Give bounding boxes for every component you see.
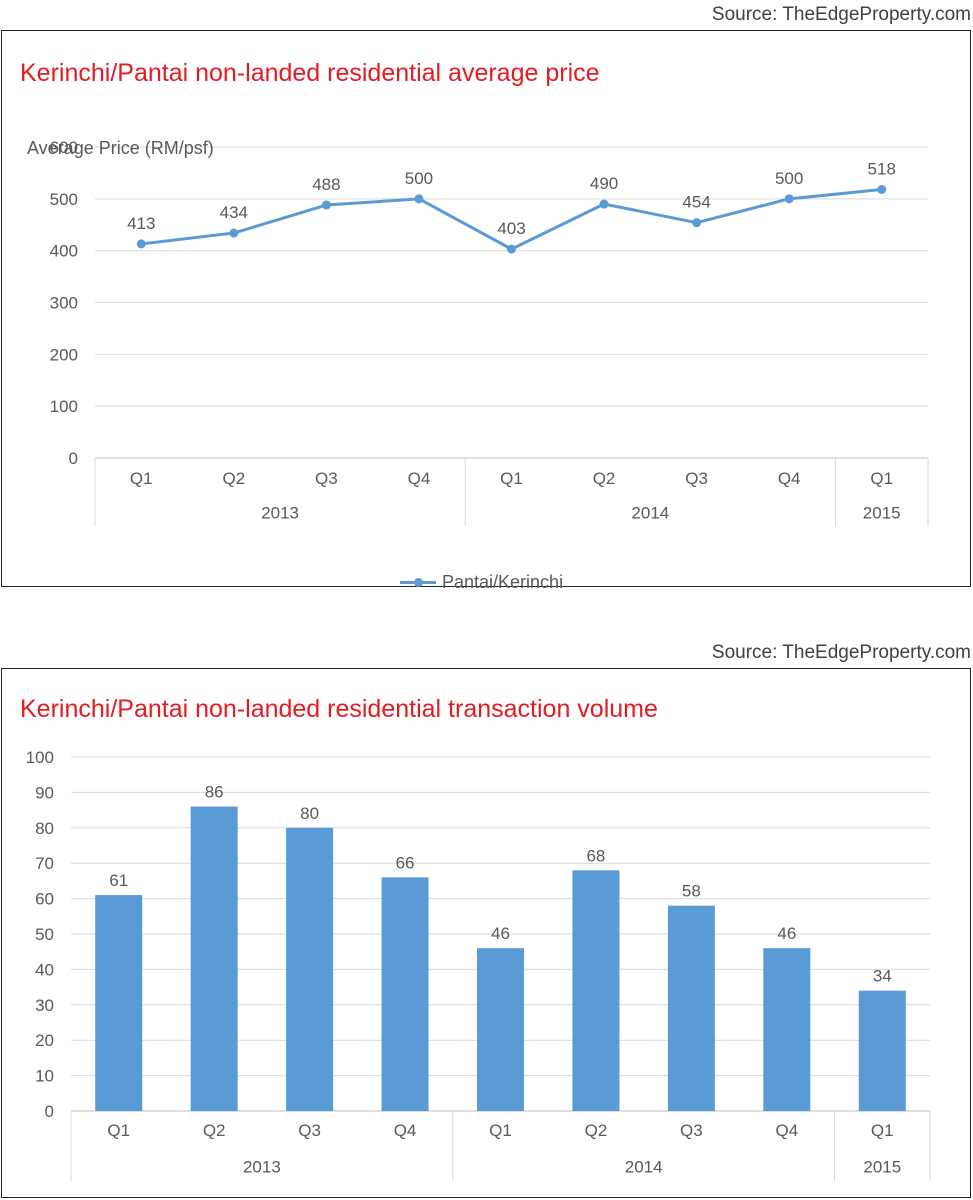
bar (572, 870, 620, 1111)
x-tick-label: Q4 (775, 1121, 798, 1140)
data-point-marker (414, 194, 424, 204)
volume-chart-title: Kerinchi/Pantai non-landed residential t… (20, 695, 658, 723)
y-tick-label: 40 (35, 960, 54, 979)
x-tick-label: Q1 (870, 469, 893, 488)
data-point-marker (136, 239, 146, 249)
price-y-axis-title: Average Price (RM/psf) (27, 138, 214, 158)
x-tick-label: Q2 (593, 469, 616, 488)
data-label: 488 (312, 175, 340, 194)
data-label: 518 (868, 160, 896, 179)
bar (477, 948, 524, 1111)
price-chart-title: Kerinchi/Pantai non-landed residential a… (20, 59, 600, 87)
data-label: 413 (127, 214, 155, 233)
y-tick-label: 70 (35, 854, 54, 873)
data-point-marker (321, 200, 331, 210)
data-point-marker (784, 194, 794, 204)
data-point-marker (507, 244, 516, 254)
data-label: 46 (777, 924, 796, 943)
x-tick-label: Q1 (130, 469, 153, 488)
x-tick-label: Q1 (489, 1121, 512, 1140)
y-tick-label: 60 (35, 890, 54, 909)
data-label: 403 (497, 219, 525, 238)
x-tick-label: Q1 (500, 469, 523, 488)
price-line-chart: 0 100 200 300 400 500 600 Q1 Q2 Q3 Q4 Q1 Q2 Q3 Q4 Q1 201… (50, 138, 929, 526)
y-tick-label: 500 (50, 190, 78, 209)
data-label: 34 (873, 967, 892, 986)
x-tick-label: Q1 (871, 1121, 894, 1140)
y-tick-label: 20 (35, 1031, 54, 1050)
x-tick-label: Q2 (222, 469, 245, 488)
bar (381, 877, 429, 1111)
x-group-label: 2013 (261, 504, 299, 523)
x-tick-label: Q2 (203, 1121, 226, 1140)
x-tick-label: Q3 (685, 469, 708, 488)
bar (95, 895, 143, 1111)
price-chart-panel: 0 100 200 300 400 500 600 Q1 Q2 Q3 Q4 Q1 Q2 Q3 Q4 Q1 201… (1, 30, 971, 592)
y-tick-label: 90 (35, 783, 54, 802)
y-tick-label: 300 (50, 294, 78, 313)
y-tick-label: 80 (35, 819, 54, 838)
bar (286, 827, 334, 1111)
data-label: 500 (775, 169, 803, 188)
x-group-label: 2014 (625, 1158, 663, 1177)
y-tick-label: 0 (45, 1102, 54, 1121)
source-label-volume: Source: TheEdgeProperty.com (711, 642, 971, 663)
x-tick-label: Q4 (394, 1121, 417, 1140)
x-tick-label: Q3 (680, 1121, 703, 1140)
bar (190, 806, 238, 1111)
data-label: 500 (405, 169, 433, 188)
x-tick-label: Q3 (298, 1121, 321, 1140)
x-tick-label: Q4 (408, 469, 431, 488)
y-tick-label: 30 (35, 996, 54, 1015)
data-point-marker (599, 199, 609, 209)
legend-label: Pantai/Kerinchi (442, 572, 564, 592)
bar (667, 905, 715, 1111)
x-group-label: 2015 (863, 504, 901, 523)
data-label: 434 (220, 203, 248, 222)
y-tick-label: 10 (35, 1067, 54, 1086)
x-tick-label: Q1 (107, 1121, 130, 1140)
source-label-price: Source: TheEdgeProperty.com (711, 4, 971, 25)
data-label: 80 (300, 804, 319, 823)
data-point-marker (877, 185, 887, 195)
x-group-label: 2013 (243, 1158, 281, 1177)
y-tick-label: 400 (50, 242, 78, 261)
data-label: 490 (590, 174, 618, 193)
data-point-marker (692, 218, 702, 228)
y-tick-label: 200 (50, 345, 78, 364)
volume-bar-chart: 0 10 20 30 40 50 60 70 80 90 100 Q1 Q2 Q3 Q4 Q1 Q2 Q3 Q4 Q1… (26, 748, 931, 1181)
data-label: 46 (491, 924, 510, 943)
bar (763, 948, 811, 1111)
y-tick-label: 50 (35, 925, 54, 944)
price-legend[interactable]: Pantai/Kerinchi (400, 572, 563, 593)
legend-line-marker-icon (400, 577, 436, 587)
data-label: 86 (205, 783, 224, 802)
data-label: 66 (396, 853, 415, 872)
y-tick-label: 600 (50, 138, 78, 157)
data-label: 454 (682, 193, 710, 212)
data-point-marker (229, 228, 239, 238)
y-tick-label: 100 (50, 397, 78, 416)
x-tick-label: Q3 (315, 469, 338, 488)
data-label: 68 (586, 846, 605, 865)
bar (858, 990, 906, 1111)
x-tick-label: Q4 (778, 469, 801, 488)
x-group-label: 2014 (631, 504, 669, 523)
data-label: 61 (109, 871, 128, 890)
volume-chart-panel: 0 10 20 30 40 50 60 70 80 90 100 Q1 Q2 Q3 Q4 Q1 Q2 Q3 Q4 Q1… (1, 668, 971, 1198)
x-tick-label: Q2 (585, 1121, 608, 1140)
x-group-label: 2015 (863, 1158, 901, 1177)
y-tick-label: 100 (26, 748, 54, 767)
y-tick-label: 0 (69, 449, 78, 468)
data-label: 58 (682, 882, 701, 901)
